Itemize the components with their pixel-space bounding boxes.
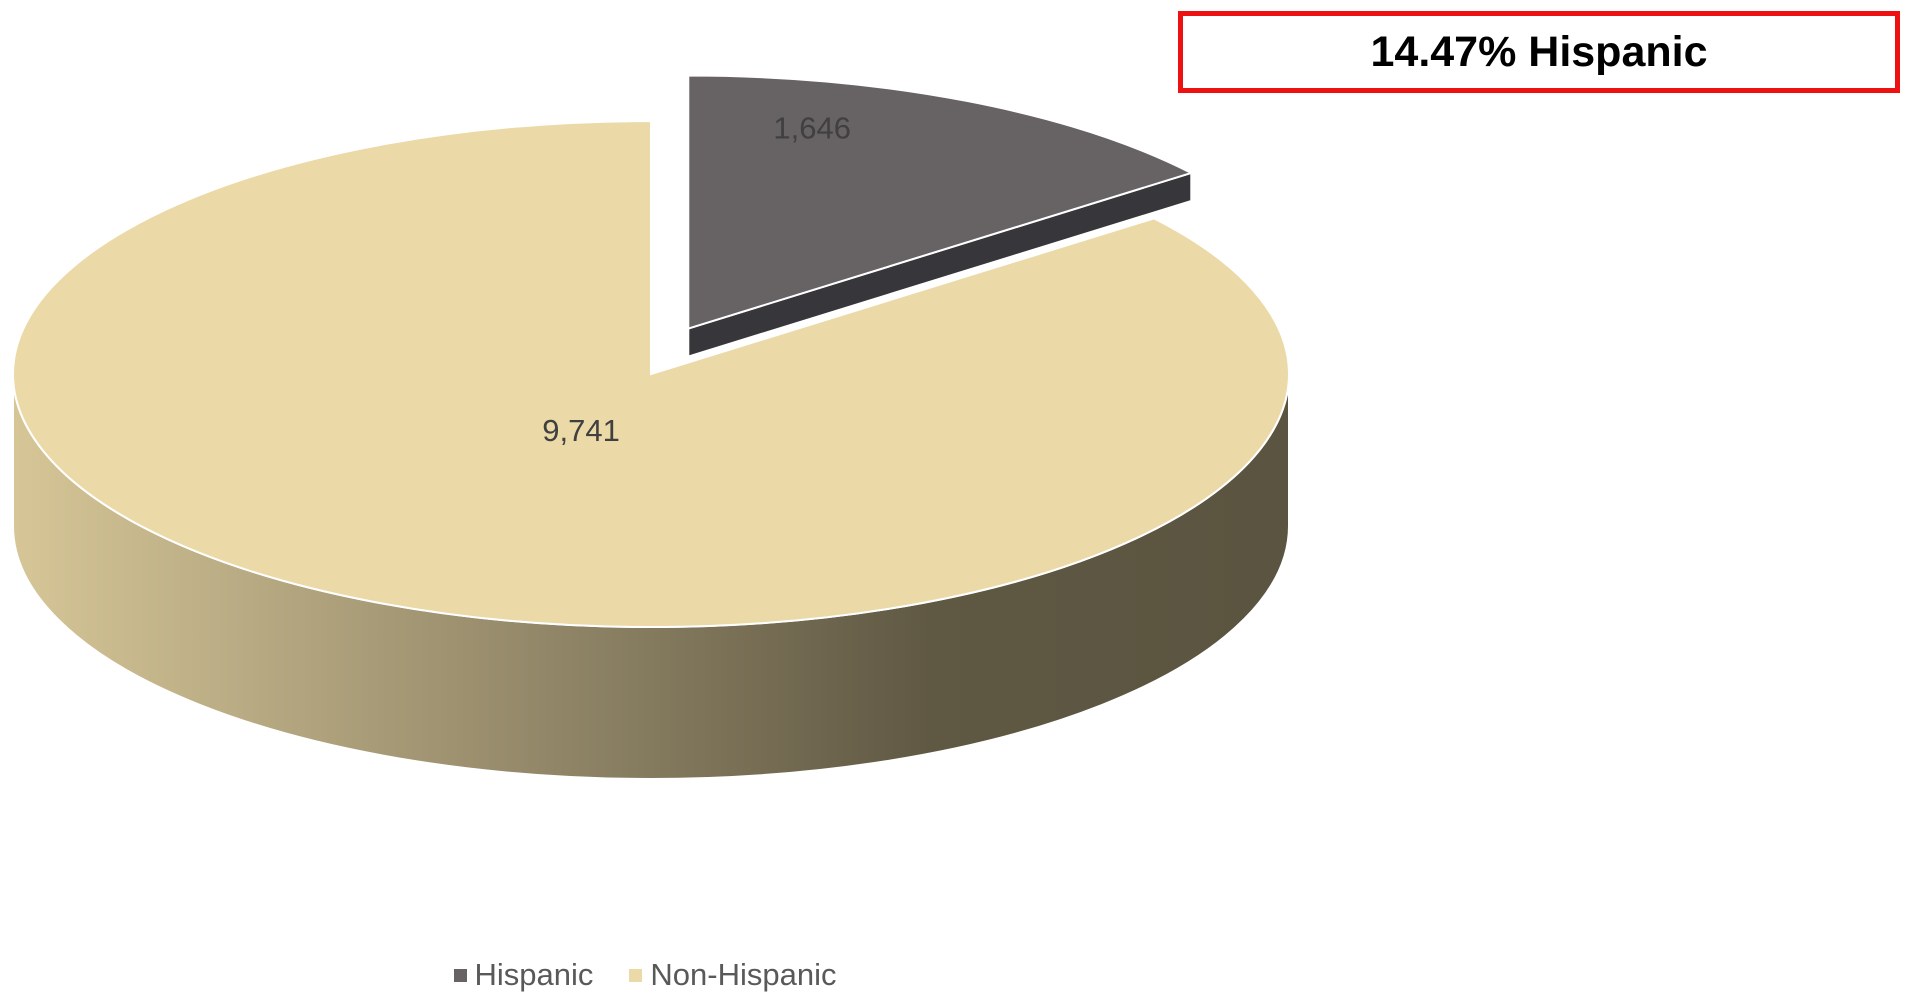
legend-item-hispanic: Hispanic: [453, 957, 594, 993]
data-label-hispanic: 1,646: [773, 110, 851, 145]
legend-label-hispanic: Hispanic: [474, 957, 594, 992]
data-label-non-hispanic: 9,741: [542, 413, 620, 448]
legend-label-non-hispanic: Non-Hispanic: [650, 957, 837, 992]
legend-swatch-non-hispanic: [629, 968, 643, 982]
legend-swatch-hispanic: [453, 968, 467, 982]
callout-text: 14.47% Hispanic: [1370, 27, 1708, 76]
legend: Hispanic Non-Hispanic: [0, 955, 1290, 995]
callout-box: 14.47% Hispanic: [1178, 11, 1900, 93]
pie-slice-non-hispanic: [12, 119, 1290, 628]
legend-item-non-hispanic: Non-Hispanic: [629, 957, 836, 993]
pie-slice-hispanic: [687, 74, 1194, 330]
